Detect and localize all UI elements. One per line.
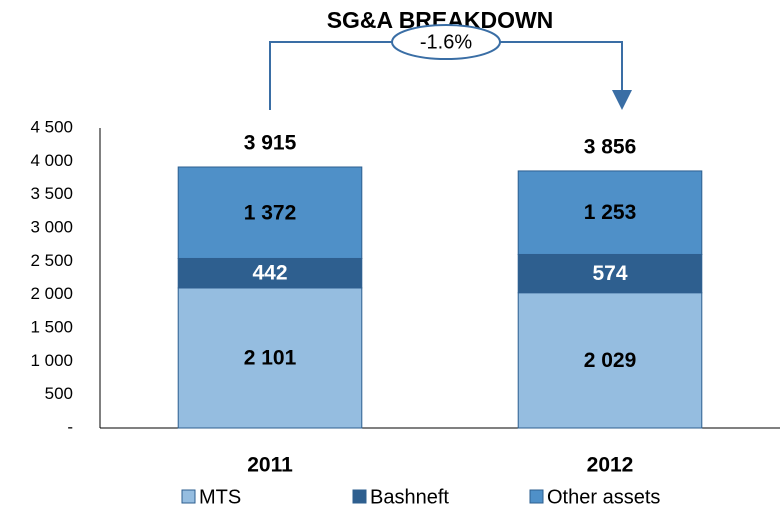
y-tick-label: 2 500	[30, 251, 73, 270]
x-tick-label: 2012	[587, 454, 634, 477]
total-label: 3 856	[584, 135, 637, 158]
y-tick-label: 4 500	[30, 117, 73, 136]
y-tick-label: 500	[45, 384, 73, 403]
bar-segment	[177, 287, 363, 429]
legend-label: Other assets	[547, 486, 660, 508]
y-tick-label: 2 000	[30, 284, 73, 303]
data-label: 2 029	[584, 349, 637, 372]
x-tick-label: 2011	[247, 454, 293, 477]
bar-segment	[517, 170, 703, 255]
legend-swatch	[529, 489, 544, 504]
y-tick-label: -	[67, 417, 73, 436]
bar-segment	[177, 166, 363, 259]
legend-swatch	[352, 489, 367, 504]
data-label: 1 372	[244, 201, 297, 224]
data-label: 574	[592, 262, 627, 285]
bar-segment	[177, 257, 363, 289]
legend-swatch	[181, 489, 196, 504]
y-tick-label: 3 500	[30, 184, 73, 203]
y-tick-label: 1 500	[30, 317, 73, 336]
legend-label: MTS	[199, 486, 241, 508]
y-tick-label: 3 000	[30, 217, 73, 236]
total-label: 3 915	[244, 132, 297, 155]
data-label: 1 253	[584, 201, 637, 224]
y-tick-label: 1 000	[30, 351, 73, 370]
annotation-bubble	[391, 24, 501, 60]
legend-label: Bashneft	[370, 486, 449, 508]
y-tick-label: 4 000	[30, 151, 73, 170]
data-label: 2 101	[244, 347, 297, 370]
data-label: 442	[252, 262, 287, 285]
annotation: -1.6%	[420, 31, 472, 53]
